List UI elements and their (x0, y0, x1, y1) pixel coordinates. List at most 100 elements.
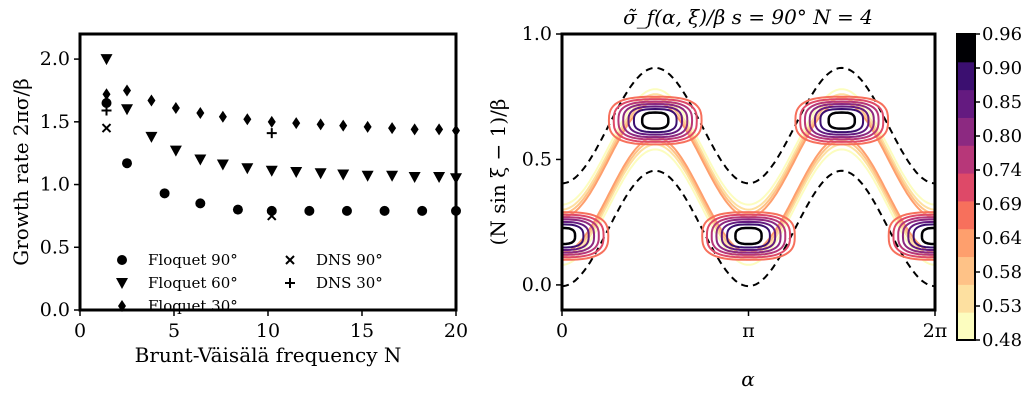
y-tick-label: 0.5 (522, 148, 552, 170)
data-point-triangle-down (386, 170, 399, 182)
alpha-tick-label: π (742, 320, 755, 342)
data-point-diamond (267, 115, 276, 128)
data-point-diamond (316, 118, 325, 131)
contour-line (897, 216, 935, 256)
x-tick-label: 10 (256, 320, 280, 342)
contour-line (827, 111, 857, 130)
colorbar-tick-label: 0.53 (982, 296, 1022, 317)
contour-line (794, 95, 890, 146)
data-point-triangle-down (145, 131, 158, 143)
data-point-diamond (171, 102, 180, 115)
contour-line (901, 218, 935, 254)
y-tick-label: 0.5 (40, 236, 70, 258)
data-point-plus (266, 128, 277, 139)
colorbar-segment (957, 200, 975, 230)
colorbar-segment (957, 61, 975, 91)
y-axis-ticks: 0.0 0.5 1.0 1.5 2.0 (40, 48, 80, 321)
contour-line (562, 220, 590, 251)
data-point-circle (195, 198, 206, 209)
colorbar-tick-label: 0.74 (982, 160, 1022, 181)
data-point-diamond (102, 88, 111, 101)
scatter-marks (100, 54, 462, 221)
y-tick-label: 0.0 (40, 299, 70, 321)
colorbar-tick-label: 0.80 (982, 126, 1022, 147)
legend-label: Floquet 30° (148, 297, 238, 315)
contour-line (799, 98, 885, 143)
contour-plot: 0 π 2π 0.0 0.5 1.0 σ̃_f(α, ξ)/β s = 90° N = … (486, 5, 1022, 391)
colorbar-segment (957, 34, 975, 63)
colorbar-segment (957, 256, 975, 285)
y-tick-label: 2.0 (40, 48, 70, 70)
legend-marker-circle (117, 255, 127, 265)
lower-dashed-boundary (562, 169, 935, 288)
growth-rate-scatter-plot: Floquet 90° Floquet 60° Floquet 30° DNS 90°… (9, 32, 468, 367)
contour-line (562, 139, 935, 258)
data-point-diamond (196, 107, 205, 120)
colorbar-segment (957, 117, 975, 146)
y-tick-label: 1.5 (40, 111, 70, 133)
contour-line (726, 223, 771, 249)
contour-line (701, 211, 796, 261)
contour-line (562, 213, 605, 259)
contour-line (907, 220, 935, 251)
data-point-circle (304, 205, 315, 216)
contour-line (632, 107, 678, 134)
contour-line (710, 216, 787, 256)
colorbar-tick-label: 0.90 (982, 58, 1022, 79)
legend-label: Floquet 60° (148, 274, 238, 292)
data-point-x (101, 123, 112, 133)
data-point-diamond (218, 110, 227, 123)
data-point-triangle-down (337, 169, 350, 181)
data-point-diamond (339, 119, 348, 132)
contour-line (562, 148, 935, 266)
data-point-triangle-down (408, 172, 421, 184)
right-plot-frame (560, 32, 937, 312)
data-point-triangle-down (290, 167, 303, 178)
y-axis-ticks-right-plot: 0.0 0.5 1.0 (522, 23, 562, 296)
y-tick-label: 0.0 (522, 274, 552, 296)
x-axis-ticks: 0 5 10 15 20 (74, 310, 468, 342)
data-point-diamond (123, 84, 131, 97)
alpha-axis-ticks: 0 π 2π (556, 310, 947, 342)
colorbar-tick-label: 0.96 (982, 24, 1022, 45)
data-point-triangle-down (241, 163, 254, 175)
contour-line (803, 100, 880, 141)
legend-marker-plus (285, 278, 295, 288)
data-point-circle (122, 158, 132, 169)
contour-line (562, 226, 577, 246)
x-tick-label: 5 (168, 320, 180, 342)
left-plot-frame (78, 32, 458, 312)
contour-line (920, 226, 935, 246)
colorbar-tick-label: 0.69 (982, 194, 1022, 215)
contour-line (562, 218, 596, 254)
contour-line (808, 102, 875, 139)
right-y-axis-label: (N sin ξ − 1)/β (486, 99, 510, 246)
legend: Floquet 90° Floquet 60° Floquet 30° DNS 90°… (116, 251, 383, 315)
legend-label: DNS 30° (316, 274, 383, 292)
data-point-triangle-down (169, 145, 182, 157)
data-point-triangle-down (216, 159, 229, 171)
contour-line (705, 213, 792, 259)
x-tick-label: 20 (444, 320, 468, 342)
data-point-circle (101, 98, 112, 108)
data-point-triangle-down (361, 170, 374, 182)
data-point-diamond (435, 123, 444, 136)
contour-line (607, 95, 703, 146)
legend-marker-x (285, 255, 295, 265)
y-tick-label: 1.0 (40, 174, 70, 196)
contour-line (640, 111, 670, 130)
legend-marker-triangle-down (116, 278, 128, 289)
colorbar-tick-label: 0.64 (982, 228, 1022, 249)
contour-line (562, 135, 935, 254)
data-point-circle (417, 205, 428, 216)
colorbar-tick-label: 0.58 (982, 262, 1022, 283)
upper-dashed-boundary (562, 66, 935, 185)
contour-line (562, 223, 585, 249)
contour-line (617, 100, 694, 141)
data-point-circle (341, 205, 352, 216)
colorbar: 0.96 0.90 0.85 0.80 0.74 0.69 0.64 0.58 0.53 0.48 (956, 24, 1022, 351)
alpha-tick-label: 0 (556, 320, 568, 342)
contour-line (892, 213, 935, 259)
data-point-circle (232, 204, 243, 215)
data-point-diamond (243, 113, 252, 126)
